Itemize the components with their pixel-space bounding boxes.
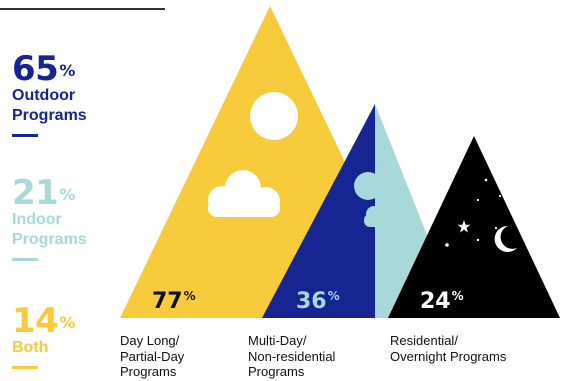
stat-indoor-value: 21% <box>12 173 75 213</box>
triangle-residential <box>388 136 560 318</box>
caption-residential: Residential/ Overnight Programs <box>390 333 507 364</box>
stat-indoor-dash <box>12 258 38 261</box>
triangle-multi-day <box>262 104 375 318</box>
stat-indoor: 21% Indoor Programs <box>12 176 87 261</box>
stat-indoor-label: Indoor Programs <box>12 211 87 248</box>
value-label-unit-3: % <box>452 289 464 303</box>
stat-both-label: Both <box>12 339 49 356</box>
sun-icon <box>250 92 298 140</box>
stat-both-dash <box>12 366 38 369</box>
stars-icon <box>445 178 520 247</box>
cloud-icon-small <box>364 197 408 227</box>
stat-both-value: 14% <box>12 301 75 341</box>
value-label-unit-2: % <box>328 289 340 303</box>
caption-multi-day: Multi-Day/ Non-residential Programs <box>248 333 336 379</box>
value-label-unit-1: % <box>184 289 196 303</box>
stat-both: 14% Both <box>12 304 75 369</box>
stat-outdoor-value: 65% <box>12 49 75 89</box>
stat-outdoor-dash <box>12 134 38 137</box>
top-divider <box>0 8 165 10</box>
caption-day-long: Day Long/ Partial-Day Programs <box>120 333 185 379</box>
moon-icon <box>494 225 517 252</box>
small-sun-icon <box>354 172 382 200</box>
stat-outdoor-label: Outdoor Programs <box>12 87 87 124</box>
cloud-icon-large <box>208 170 280 217</box>
stat-outdoor: 65% Outdoor Programs <box>12 52 87 137</box>
